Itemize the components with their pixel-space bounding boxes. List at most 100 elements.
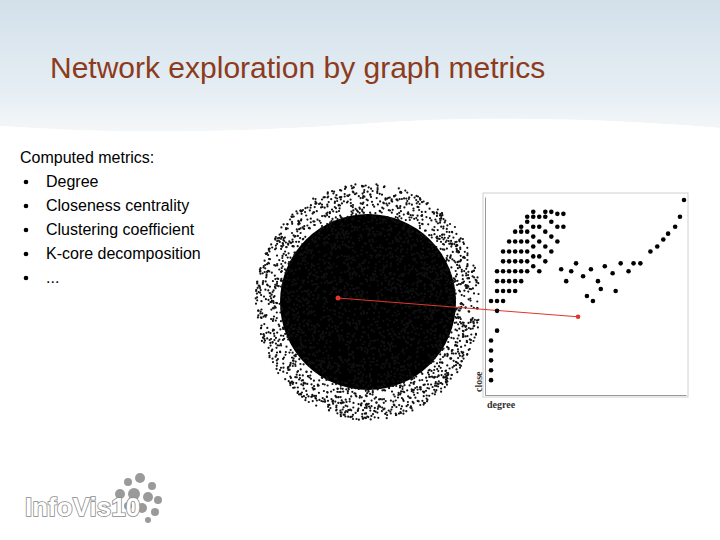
network-node	[310, 250, 312, 252]
network-node	[412, 301, 414, 303]
network-node	[335, 265, 337, 267]
network-node	[297, 263, 299, 265]
network-node	[368, 345, 370, 347]
network-node	[417, 206, 419, 208]
network-node	[404, 328, 406, 330]
network-node	[340, 396, 342, 398]
bullet-dot	[24, 252, 29, 257]
network-node	[350, 262, 352, 264]
network-node	[362, 313, 364, 315]
network-node	[458, 289, 460, 291]
network-node	[407, 324, 409, 326]
network-node	[295, 283, 297, 285]
network-node	[358, 275, 360, 277]
network-node	[427, 202, 429, 204]
network-node	[276, 351, 278, 353]
network-node	[417, 347, 419, 349]
network-node	[395, 406, 397, 408]
network-node	[385, 298, 387, 300]
network-node	[288, 268, 290, 270]
network-node	[458, 239, 460, 241]
network-node	[396, 213, 398, 215]
network-node	[315, 236, 317, 238]
network-node	[280, 248, 282, 250]
network-node	[317, 364, 319, 366]
network-node	[458, 265, 460, 267]
network-node	[303, 332, 305, 334]
network-node	[442, 243, 444, 245]
network-node	[404, 190, 406, 192]
network-node	[371, 247, 373, 249]
network-node	[420, 215, 422, 217]
network-node	[387, 324, 389, 326]
network-node	[281, 280, 283, 282]
network-node	[332, 233, 334, 235]
network-node	[366, 228, 368, 230]
network-node	[406, 389, 408, 391]
network-node	[469, 300, 471, 302]
network-node	[326, 396, 328, 398]
network-node	[393, 404, 395, 406]
network-node	[451, 289, 453, 291]
network-node	[380, 273, 382, 275]
network-node	[301, 329, 303, 331]
network-node	[452, 313, 454, 315]
network-node	[330, 244, 332, 246]
network-node	[300, 220, 302, 222]
network-node	[375, 275, 377, 277]
network-node	[440, 248, 442, 250]
network-node	[358, 195, 360, 197]
network-node	[470, 319, 472, 321]
network-node	[406, 375, 408, 377]
network-node	[314, 206, 316, 208]
network-node	[266, 273, 268, 275]
network-node	[409, 384, 411, 386]
network-node	[285, 351, 287, 353]
network-node	[255, 303, 257, 305]
network-node	[417, 392, 419, 394]
network-node	[346, 292, 348, 294]
network-node	[311, 238, 313, 240]
network-node	[306, 298, 308, 300]
network-node	[302, 238, 304, 240]
network-node	[346, 321, 348, 323]
network-node	[361, 186, 363, 188]
network-node	[306, 252, 308, 254]
network-node	[317, 244, 319, 246]
network-node	[429, 308, 431, 310]
network-node	[299, 363, 301, 365]
network-node	[313, 332, 315, 334]
network-node	[366, 312, 368, 314]
network-node	[315, 241, 317, 243]
network-node	[297, 220, 299, 222]
network-node	[300, 336, 302, 338]
network-node	[419, 280, 421, 282]
network-node	[302, 280, 304, 282]
network-node	[355, 394, 357, 396]
network-node	[335, 328, 337, 330]
network-node	[265, 332, 267, 334]
network-node	[269, 295, 271, 297]
network-node	[267, 284, 269, 286]
network-node	[357, 320, 359, 322]
network-node	[432, 372, 434, 374]
network-node	[291, 335, 293, 337]
network-node	[413, 305, 415, 307]
network-node	[349, 247, 351, 249]
network-node	[296, 374, 298, 376]
network-node	[350, 202, 352, 204]
network-node	[296, 313, 298, 315]
network-node	[411, 268, 413, 270]
network-node	[377, 284, 379, 286]
network-node	[400, 365, 402, 367]
network-node	[370, 415, 372, 417]
network-node	[296, 212, 298, 214]
network-node	[337, 381, 339, 383]
network-node	[284, 251, 286, 253]
network-node	[281, 308, 283, 310]
network-node	[349, 275, 351, 277]
network-node	[333, 288, 335, 290]
network-node	[326, 307, 328, 309]
network-node	[307, 395, 309, 397]
network-node	[325, 342, 327, 344]
